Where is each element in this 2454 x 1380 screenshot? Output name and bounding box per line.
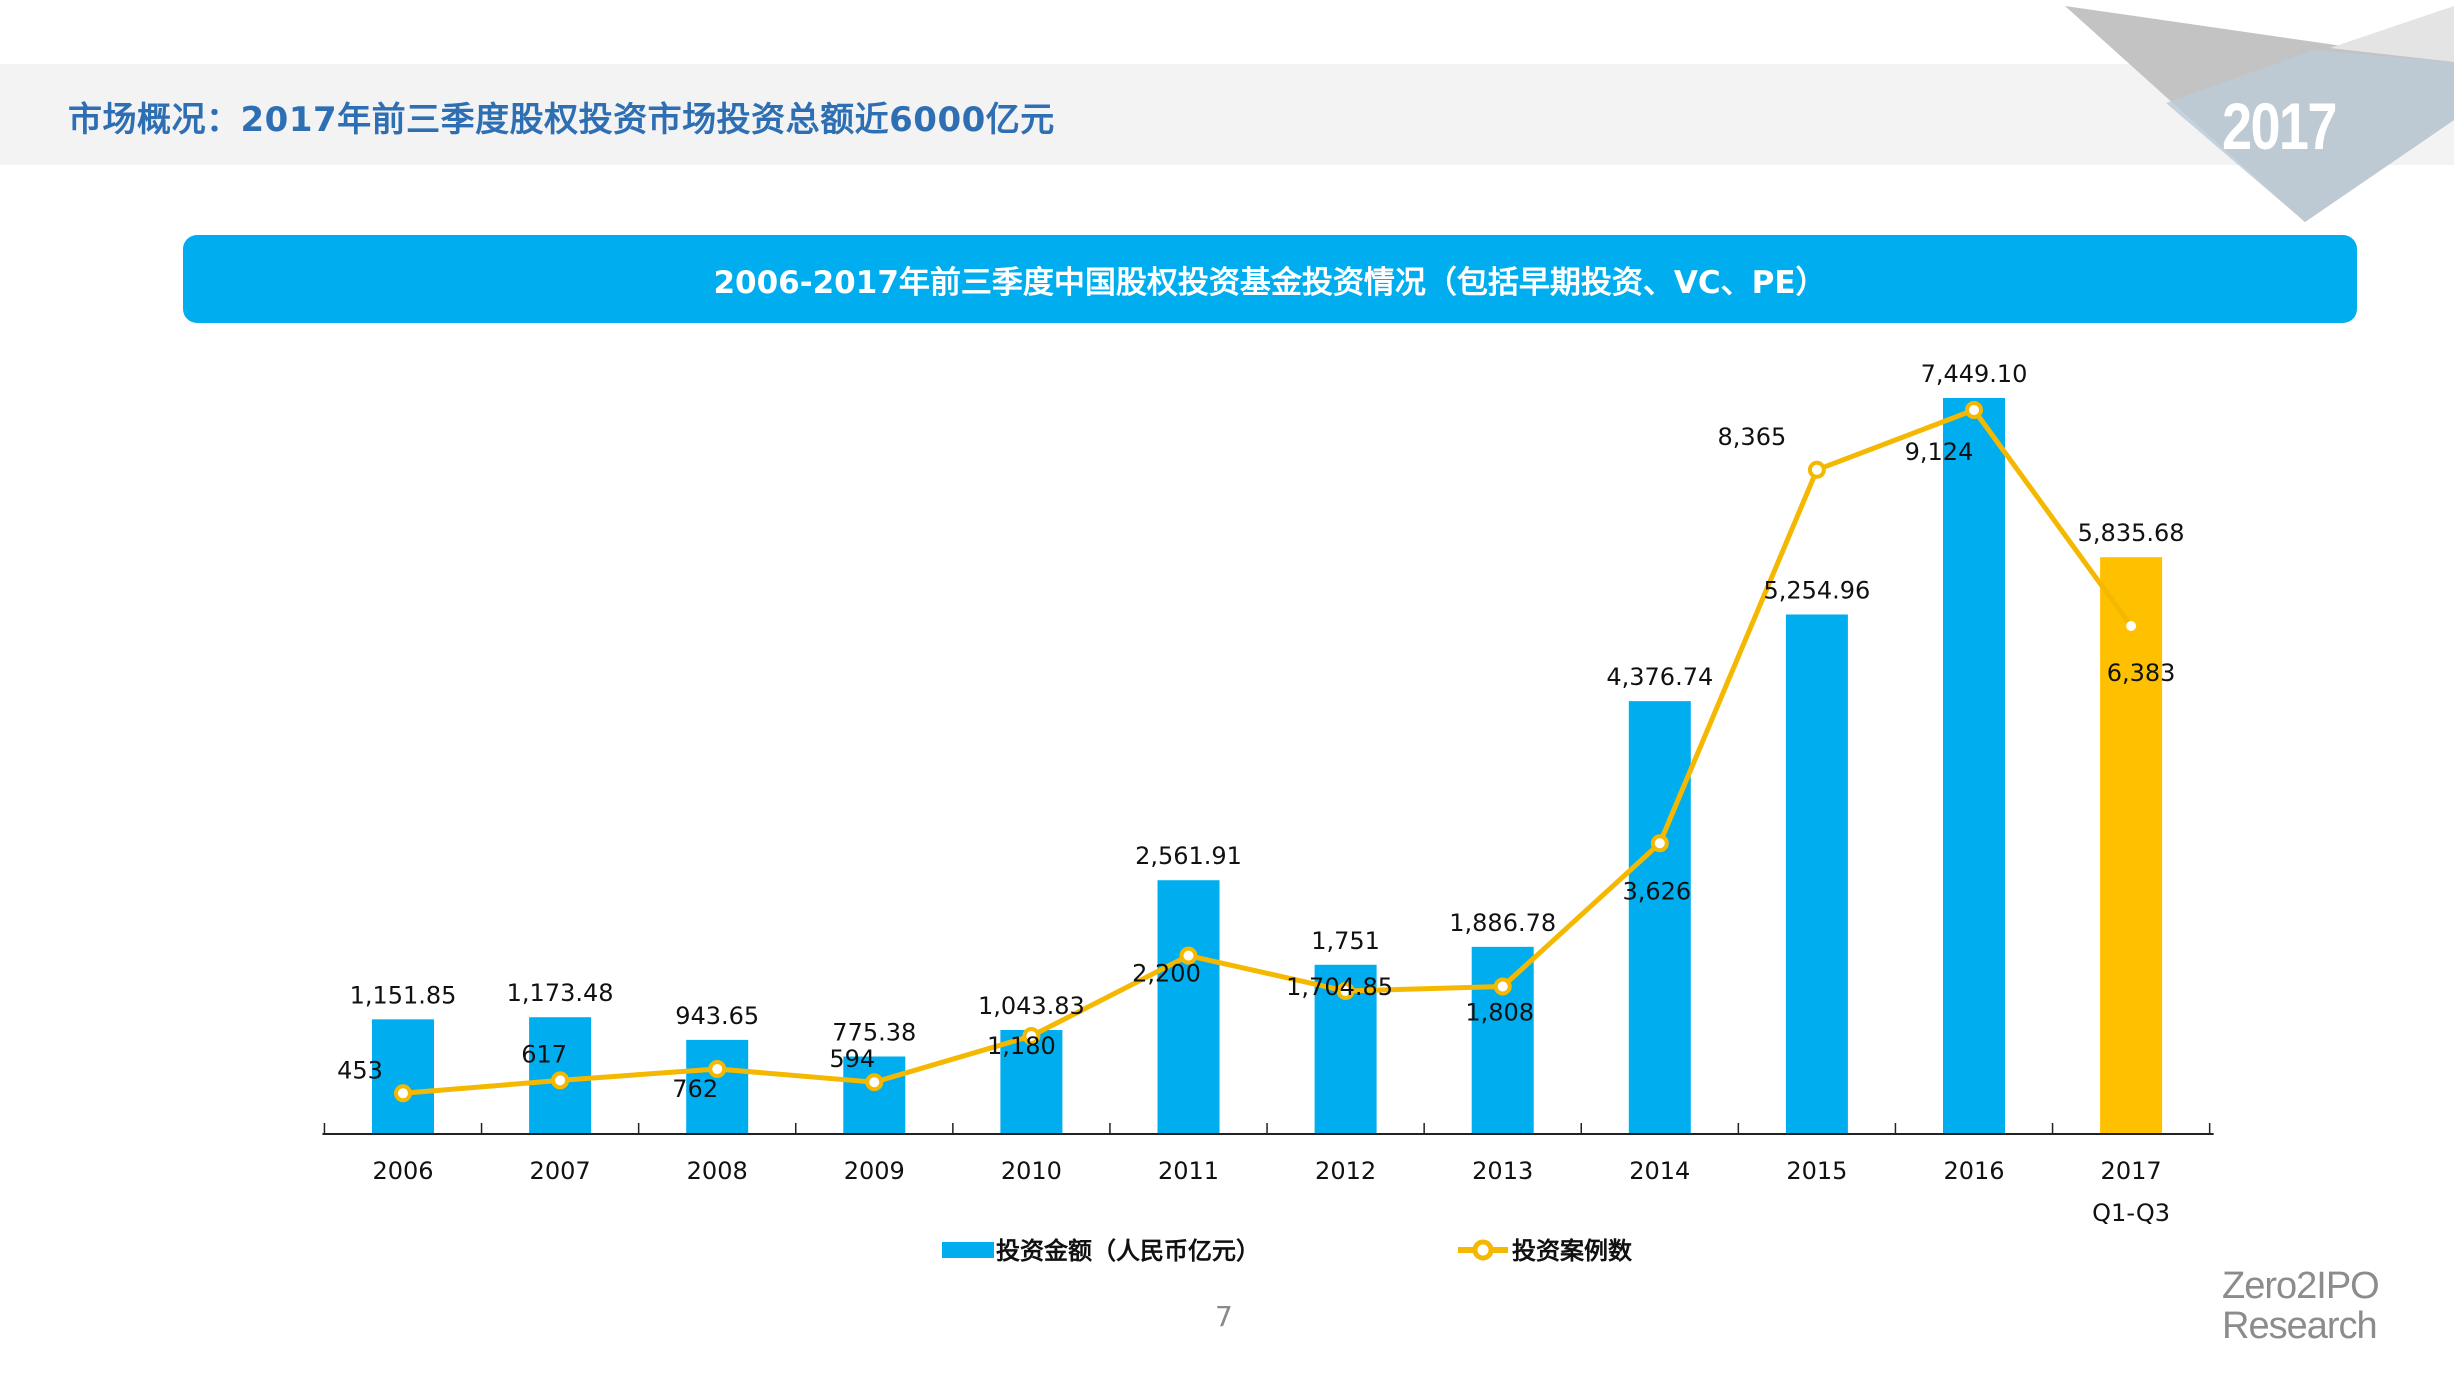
x-tick-label: 2017 [2101, 1157, 2162, 1185]
x-tick-label: 2012 [1315, 1157, 1376, 1185]
line-point-2008 [708, 1059, 727, 1078]
line-point-2016 [1965, 401, 1983, 419]
bar-2013 [1471, 946, 1534, 1133]
line-point-2010 [1022, 1027, 1041, 1046]
x-tick-label: 2010 [1001, 1157, 1062, 1185]
bar-value-label: 1,043.83 [978, 992, 1085, 1020]
page-title: 市场概况：2017年前三季度股权投资市场投资总额近6000亿元 [68, 100, 1055, 140]
bar-2006 [372, 1019, 434, 1133]
line-value-label: 1,704.85 [1286, 973, 1393, 1001]
x-tick-label: 2014 [1629, 1157, 1690, 1185]
line-value-label: 1,808 [1465, 999, 1534, 1027]
bar-2009 [843, 1056, 906, 1133]
line-value-label: 453 [337, 1056, 383, 1084]
bar-value-label: 1,886.78 [1449, 909, 1556, 937]
line-value-label: 8,365 [1718, 423, 1787, 451]
line-value-label: 9,124 [1905, 438, 1974, 466]
line-point-2014 [1650, 834, 1669, 853]
line-point-2009 [865, 1073, 884, 1092]
bar-value-label: 4,376.74 [1606, 663, 1713, 691]
line-value-label: 762 [672, 1075, 718, 1103]
bar-series [372, 398, 2163, 1133]
line-value-label: 6,383 [2107, 659, 2176, 687]
bar-value-label: 1,173.48 [507, 979, 614, 1007]
x-tick-label-sub: Q1-Q3 [2092, 1199, 2170, 1227]
line-value-label: 594 [829, 1045, 875, 1073]
bar-value-label: 1,151.85 [350, 981, 457, 1009]
bar-value-label: 775.38 [832, 1018, 916, 1046]
bar-2014 [1628, 701, 1691, 1133]
legend: 投资金额（人民币亿元） 投资案例数 [942, 1237, 1633, 1265]
x-tick-label: 2009 [844, 1157, 905, 1185]
bar-value-label: 5,835.68 [2078, 519, 2185, 547]
line-value-label: 617 [521, 1040, 567, 1068]
year-badge: 2017 [2222, 89, 2337, 163]
brand-logo: Zero2IPO Research [2222, 1265, 2380, 1347]
page-number: 7 [1215, 1300, 1233, 1333]
legend-swatch-bar [942, 1242, 994, 1258]
line-point-2012 [1336, 982, 1355, 1001]
bar-value-label: 2,561.91 [1135, 842, 1242, 870]
brand-line2: Research [2222, 1305, 2378, 1347]
chart-title: 2006-2017年前三季度中国股权投资基金投资情况（包括早期投资、VC、PE） [713, 264, 1827, 301]
x-tick-label: 2011 [1158, 1157, 1219, 1185]
x-tick-label: 2007 [530, 1157, 591, 1185]
legend-label-bar: 投资金额（人民币亿元） [996, 1237, 1260, 1265]
bar-2015 [1785, 614, 1848, 1133]
data-labels: 1,151.85 1,173.48 943.65 775.38 1,043.83 2,56… [337, 360, 2184, 1103]
line-point-2013 [1493, 977, 1512, 996]
line-point-2007 [551, 1071, 570, 1090]
bar-2008 [686, 1039, 749, 1133]
brand-line1: Zero2IPO [2222, 1265, 2380, 1307]
legend-label-line: 投资案例数 [1512, 1237, 1633, 1265]
x-tick-label: 2013 [1472, 1157, 1533, 1185]
line-value-label: 3,626 [1622, 877, 1691, 905]
bar-value-label: 1,751 [1311, 927, 1380, 955]
line-value-label: 1,180 [987, 1032, 1056, 1060]
x-tick-label: 2016 [1943, 1157, 2004, 1185]
bar-2017 [2100, 557, 2163, 1133]
line-point-2006 [394, 1084, 412, 1103]
line-series [394, 401, 2137, 1103]
x-axis: 2006 2007 2008 2009 2010 2011 2012 2013 2014 2015… [322, 1123, 2214, 1227]
x-tick-label: 2015 [1786, 1157, 1847, 1185]
header-band [0, 64, 2454, 165]
line-point-2015 [1807, 460, 1826, 479]
line-value-label: 2,200 [1132, 960, 1201, 988]
bar-2016 [1943, 398, 2005, 1133]
bar-2011 [1157, 880, 1220, 1133]
legend-marker-icon [1472, 1239, 1494, 1261]
chart-title-banner: 2006-2017年前三季度中国股权投资基金投资情况（包括早期投资、VC、PE） [183, 235, 2357, 323]
line-point-2011 [1179, 946, 1198, 965]
bar-value-label: 5,254.96 [1763, 576, 1870, 604]
line-point-2017 [2126, 620, 2137, 631]
bar-value-label: 943.65 [675, 1002, 759, 1030]
x-tick-label: 2008 [687, 1157, 748, 1185]
bar-value-label: 7,449.10 [1921, 360, 2028, 388]
line-path [402, 407, 2134, 1096]
bar-2010 [1000, 1030, 1063, 1133]
x-tick-label: 2006 [372, 1157, 433, 1185]
